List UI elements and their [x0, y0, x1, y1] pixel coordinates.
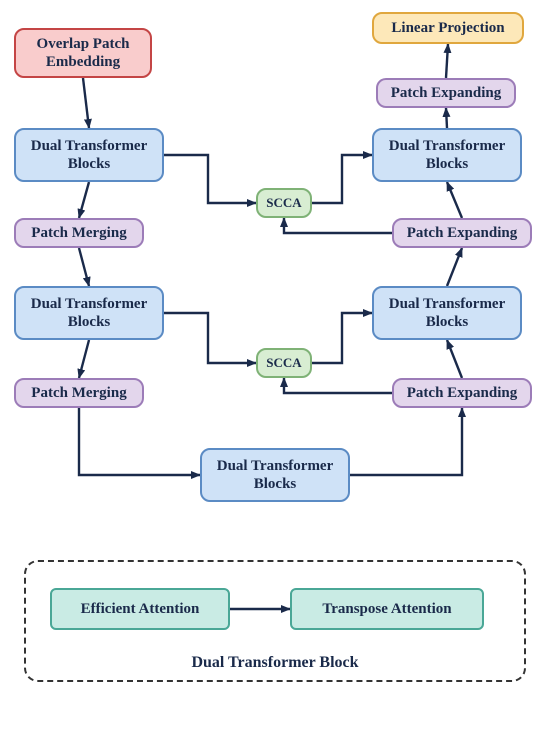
box-dt-bottom: Dual TransformerBlocks	[200, 448, 350, 502]
box-linear-proj: Linear Projection	[372, 12, 524, 44]
box-dt-dec-2: Dual TransformerBlocks	[372, 286, 522, 340]
box-pe-1: Patch Expanding	[376, 78, 516, 108]
legend-efficient-attention: Efficient Attention	[50, 588, 230, 630]
box-scca-1: SCCA	[256, 188, 312, 218]
box-overlap-patch: Overlap PatchEmbedding	[14, 28, 152, 78]
legend-transpose-attention: Transpose Attention	[290, 588, 484, 630]
box-dt-enc-1: Dual TransformerBlocks	[14, 128, 164, 182]
box-pe-2: Patch Expanding	[392, 218, 532, 248]
box-scca-2: SCCA	[256, 348, 312, 378]
box-pm-2: Patch Merging	[14, 378, 144, 408]
box-dt-dec-1: Dual TransformerBlocks	[372, 128, 522, 182]
legend-caption: Dual Transformer Block	[24, 654, 526, 672]
box-dt-enc-2: Dual TransformerBlocks	[14, 286, 164, 340]
box-pm-1: Patch Merging	[14, 218, 144, 248]
box-pe-3: Patch Expanding	[392, 378, 532, 408]
